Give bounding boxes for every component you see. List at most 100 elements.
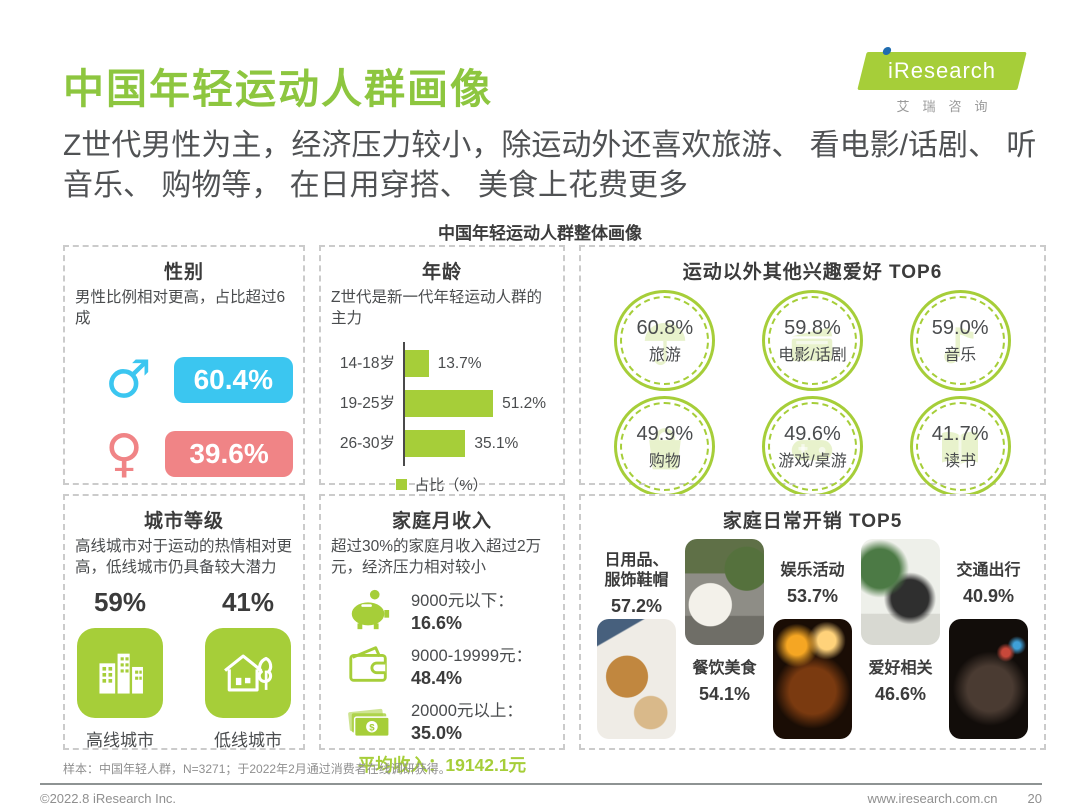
city-title: 城市等级 <box>143 511 224 532</box>
logo-band: iResearch <box>857 47 1027 90</box>
logo-i-dot-icon <box>881 47 892 55</box>
expense-value: 54.1% <box>698 684 751 704</box>
city-label: 高线城市 <box>86 730 154 750</box>
interest-item-games: 49.6% 游戏/桌游 <box>761 396 863 497</box>
photo-fashion-accessories <box>597 619 676 739</box>
interest-value: 41.7% <box>931 422 989 445</box>
expenses-title: 家庭日常开销 TOP5 <box>722 511 903 532</box>
city-icon-box <box>77 627 163 718</box>
website-link[interactable]: www.iresearch.com.cn <box>867 791 998 806</box>
age-tick-label: 14-18岁 <box>339 354 395 372</box>
game-controller-icon <box>792 439 833 460</box>
interest-item-shopping: 49.9% 购物 <box>614 396 716 497</box>
panel-expenses-top5: 家庭日常开销 TOP5 日用品、 服饰鞋帽 57.2% 餐饮美食 54.1% <box>579 494 1046 750</box>
page-number: 20 <box>1027 791 1042 806</box>
income-label: 20000元以上： <box>411 701 523 720</box>
movie-clapper-icon <box>792 326 833 361</box>
income-title: 家庭月收入 <box>391 511 492 532</box>
interest-value: 60.8% <box>636 316 694 339</box>
male-value-badge: 60.4% <box>173 356 293 403</box>
city-icon-box <box>205 627 291 718</box>
expense-value: 57.2% <box>610 596 663 616</box>
income-value: 48.4% <box>411 667 463 688</box>
age-bar-row: 51.2% <box>405 384 546 424</box>
panel-income: 家庭月收入 超过30%的家庭月收入超过2万元，经济压力相对较小 9000元以下：… <box>319 494 565 775</box>
city-item-high-tier: 59% 高线城市 <box>77 587 163 751</box>
age-bar-value: 51.2% <box>502 394 547 412</box>
age-bar-value: 35.1% <box>474 434 519 452</box>
income-label: 9000元以下： <box>411 591 514 610</box>
interest-item-music: 59.0% 音乐 <box>909 290 1011 391</box>
gender-title: 性别 <box>163 262 204 283</box>
copyright: ©2022.8 iResearch Inc. <box>40 791 177 806</box>
expense-value: 53.7% <box>786 586 839 606</box>
expenses-row: 日用品、 服饰鞋帽 57.2% 餐饮美食 54.1% 娱乐活动 53.7 <box>591 537 1034 739</box>
expense-value: 40.9% <box>962 586 1015 606</box>
age-bar-value: 13.7% <box>437 354 482 372</box>
panel-gender: 性别 男性比例相对更高，占比超过6成 ♂ 60.4% ♀ 39.6% <box>63 245 305 485</box>
photo-night-driving <box>949 619 1028 739</box>
expense-item-food: 餐饮美食 54.1% <box>685 539 764 739</box>
expense-value: 46.6% <box>874 684 927 704</box>
age-legend-label: 占比（%） <box>414 476 488 494</box>
age-tick-label: 26-30岁 <box>339 434 395 452</box>
page-title: 中国年轻运动人群画像 <box>63 66 493 112</box>
footer-divider <box>40 783 1042 785</box>
city-item-low-tier: 41% 低线城市 <box>205 587 291 751</box>
buildings-icon <box>99 653 143 694</box>
male-icon: ♂ <box>105 349 152 410</box>
income-item-high: $ 20000元以上： 35.0% <box>331 697 553 744</box>
age-legend: 占比（%） <box>331 474 553 495</box>
expense-item-daily-goods: 日用品、 服饰鞋帽 57.2% <box>597 539 676 739</box>
interest-item-travel: 60.8% 旅游 <box>614 290 716 391</box>
expense-label: 爱好相关 <box>868 660 933 677</box>
expense-label: 交通出行 <box>956 562 1021 579</box>
expense-item-hobby: 爱好相关 46.6% <box>861 539 940 739</box>
panel-grid: 性别 男性比例相对更高，占比超过6成 ♂ 60.4% ♀ 39.6% 年龄 Z世… <box>63 245 1046 775</box>
age-bar-row: 35.1% <box>405 424 546 464</box>
travel-umbrella-icon <box>644 322 686 365</box>
interest-value: 49.9% <box>636 422 694 445</box>
interest-label: 购物 <box>648 452 681 470</box>
age-bar-19-25 <box>405 390 494 418</box>
photo-concert-lights <box>773 619 852 739</box>
interest-value: 59.8% <box>784 316 841 339</box>
section-title: 中国年轻运动人群整体画像 <box>438 224 642 243</box>
gender-male-row: ♂ 60.4% <box>75 354 293 406</box>
interest-value: 49.6% <box>784 422 841 445</box>
female-value-badge: 39.6% <box>165 430 293 477</box>
panel-age: 年龄 Z世代是新一代年轻运动人群的主力 14-18岁 19-25岁 26-30岁… <box>319 245 565 494</box>
house-tree-icon <box>224 654 273 692</box>
photo-noodle-bowl <box>685 539 764 645</box>
shopping-bag-icon <box>649 427 681 469</box>
income-desc: 超过30%的家庭月收入超过2万元，经济压力相对较小 <box>331 538 542 576</box>
expense-label: 娱乐活动 <box>780 562 845 579</box>
interests-title: 运动以外其他兴趣爱好 TOP6 <box>682 262 943 283</box>
income-label: 9000-19999元： <box>411 646 533 665</box>
gender-female-row: ♀ 39.6% <box>75 428 293 480</box>
expense-label: 餐饮美食 <box>692 660 757 677</box>
female-icon: ♀ <box>105 423 144 484</box>
age-bar-26-30 <box>405 430 466 458</box>
interests-circle-grid: 60.8% 旅游 59.8% 电影/话剧 59.0% 音乐 49.9% 购物 <box>591 290 1034 497</box>
age-bars: 13.7% 51.2% 35.1% <box>403 341 546 466</box>
gender-desc: 男性比例相对更高，占比超过6成 <box>75 289 286 327</box>
interest-value: 59.0% <box>931 316 989 339</box>
wallet-icon <box>349 646 387 683</box>
panel-interests-top6: 运动以外其他兴趣爱好 TOP6 60.8% 旅游 59.8% 电影/话剧 59.… <box>579 245 1046 497</box>
expense-label: 日用品、 服饰鞋帽 <box>604 552 669 589</box>
interest-item-reading: 41.7% 读书 <box>909 396 1011 497</box>
city-value: 41% <box>221 586 275 617</box>
age-axis-labels: 14-18岁 19-25岁 26-30岁 <box>331 342 403 466</box>
age-bar-row: 13.7% <box>405 344 546 384</box>
open-book-icon <box>942 431 979 465</box>
piggy-bank-icon <box>351 590 390 630</box>
city-value: 59% <box>93 586 147 617</box>
age-desc: Z世代是新一代年轻运动人群的主力 <box>331 289 542 327</box>
age-bar-14-18 <box>405 350 429 378</box>
expense-item-transport: 交通出行 40.9% <box>949 539 1028 739</box>
logo-wordmark: iResearch <box>887 58 997 83</box>
age-title: 年龄 <box>421 262 462 283</box>
city-row: 59% 高线城市 41% 低线城市 <box>75 587 293 751</box>
